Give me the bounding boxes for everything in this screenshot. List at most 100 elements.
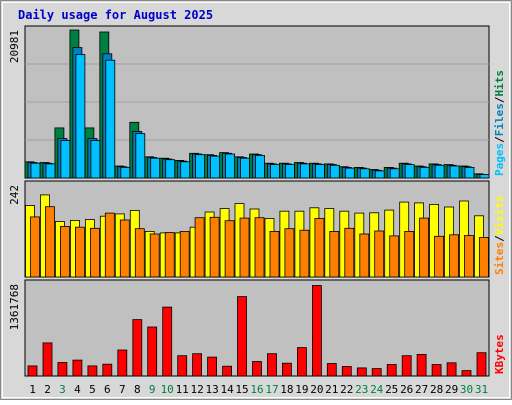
x-tick-label-day-2: 2 bbox=[44, 383, 51, 396]
bar-kbytes-day-20 bbox=[311, 285, 322, 377]
bar-pages-day-15 bbox=[240, 157, 250, 179]
bar-kbytes-day-9 bbox=[147, 326, 158, 377]
x-tick-label-day-11: 11 bbox=[176, 383, 189, 396]
legend-item-slash: / bbox=[493, 235, 506, 242]
bar-sites-day-1 bbox=[30, 216, 40, 278]
bar-kbytes-day-10 bbox=[162, 306, 173, 377]
bar-kbytes-day-28 bbox=[431, 364, 442, 377]
bar-kbytes-day-4 bbox=[72, 359, 83, 377]
bar-kbytes-day-6 bbox=[102, 363, 113, 377]
bar-kbytes-day-17 bbox=[267, 353, 277, 377]
panel-bot-max-label: 1361768 bbox=[8, 284, 21, 330]
bar-kbytes-day-14 bbox=[222, 365, 233, 377]
bar-sites-day-25 bbox=[389, 235, 400, 278]
legend-item-hits: Hits bbox=[493, 70, 506, 97]
bar-pages-day-19 bbox=[299, 163, 310, 179]
bar-sites-day-30 bbox=[464, 235, 474, 278]
bar-pages-day-25 bbox=[389, 168, 400, 179]
bar-kbytes-day-23 bbox=[356, 367, 367, 377]
x-tick-label-day-28: 28 bbox=[430, 383, 443, 396]
x-tick-label-day-9: 9 bbox=[149, 383, 156, 396]
bar-sites-day-11 bbox=[179, 230, 190, 278]
bar-sites-day-18 bbox=[284, 228, 295, 278]
bar-sites-day-31 bbox=[479, 237, 489, 278]
bar-kbytes-day-11 bbox=[177, 355, 188, 377]
x-tick-label-day-4: 4 bbox=[74, 383, 81, 396]
bar-sites-day-12 bbox=[194, 217, 205, 278]
bar-pages-day-10 bbox=[165, 159, 176, 179]
bar-sites-day-26 bbox=[404, 230, 415, 278]
bar-kbytes-day-8 bbox=[132, 319, 143, 377]
bar-kbytes-day-1 bbox=[27, 365, 38, 377]
bar-sites-day-27 bbox=[419, 217, 430, 278]
x-axis-day-labels: 1 2 3 4 5 6 7 8 9 10 11 12 13 14 15 16 17 18 19 20 21 22 23 24 2… bbox=[29, 383, 488, 396]
bar-kbytes-day-13 bbox=[207, 356, 218, 377]
bar-sites-day-23 bbox=[359, 233, 370, 278]
bar-pages-day-11 bbox=[180, 161, 191, 179]
bar-kbytes-day-26 bbox=[401, 355, 412, 377]
bar-pages-day-21 bbox=[329, 164, 340, 179]
bar-sites-day-19 bbox=[299, 229, 310, 278]
legend-item-sites: Sites bbox=[493, 242, 506, 275]
bar-pages-day-6 bbox=[105, 59, 116, 179]
panel-bot-legend: KBytes bbox=[493, 334, 506, 374]
bar-sites-day-14 bbox=[224, 220, 235, 278]
legend-item-pages: Pages bbox=[493, 143, 506, 176]
bar-pages-day-22 bbox=[344, 167, 355, 179]
bar-kbytes-day-12 bbox=[192, 353, 203, 377]
bar-kbytes-day-16 bbox=[252, 361, 262, 377]
x-tick-label-day-7: 7 bbox=[119, 383, 126, 396]
bar-pages-day-4 bbox=[75, 54, 86, 179]
bar-kbytes-day-27 bbox=[416, 353, 427, 377]
bar-pages-day-8 bbox=[135, 133, 146, 179]
bar-sites-day-24 bbox=[374, 230, 385, 278]
x-tick-label-day-24: 24 bbox=[370, 383, 384, 396]
x-tick-label-day-16: 16 bbox=[250, 383, 263, 396]
bar-sites-day-6 bbox=[104, 212, 115, 278]
bar-kbytes-day-2 bbox=[42, 342, 53, 377]
bar-pages-day-23 bbox=[359, 168, 370, 179]
bar-pages-day-13 bbox=[210, 155, 221, 179]
bar-sites-day-16 bbox=[254, 217, 265, 278]
bar-pages-day-12 bbox=[195, 154, 206, 179]
bar-sites-day-21 bbox=[329, 230, 340, 278]
bar-kbytes-day-18 bbox=[281, 362, 292, 377]
bar-pages-day-20 bbox=[314, 164, 325, 179]
legend-item-files: Files bbox=[493, 103, 506, 136]
x-tick-label-day-27: 27 bbox=[415, 383, 428, 396]
bar-sites-day-5 bbox=[90, 227, 100, 278]
x-tick-label-day-6: 6 bbox=[104, 383, 111, 396]
x-tick-label-day-15: 15 bbox=[235, 383, 248, 396]
bar-kbytes-day-7 bbox=[117, 349, 128, 377]
legend-item-kbytes: KBytes bbox=[493, 334, 506, 374]
chart-panels: 20981Pages/Files/Hits242Sites/Visits1361… bbox=[8, 25, 506, 377]
bar-pages-day-16 bbox=[255, 154, 265, 179]
bar-sites-day-9 bbox=[149, 233, 160, 278]
x-tick-label-day-12: 12 bbox=[190, 383, 203, 396]
bar-kbytes-day-31 bbox=[476, 352, 487, 377]
bar-pages-day-28 bbox=[434, 164, 445, 179]
x-tick-label-day-30: 30 bbox=[460, 383, 473, 396]
x-tick-label-day-3: 3 bbox=[59, 383, 66, 396]
bar-kbytes-day-25 bbox=[386, 364, 397, 377]
bar-pages-day-14 bbox=[225, 153, 236, 179]
x-tick-label-day-26: 26 bbox=[400, 383, 413, 396]
x-tick-label-day-20: 20 bbox=[310, 383, 323, 396]
x-tick-label-day-14: 14 bbox=[220, 383, 234, 396]
bar-kbytes-day-5 bbox=[87, 365, 98, 377]
bar-pages-day-7 bbox=[120, 166, 131, 179]
x-tick-label-day-5: 5 bbox=[89, 383, 96, 396]
x-tick-label-day-8: 8 bbox=[134, 383, 141, 396]
bar-pages-day-1 bbox=[30, 162, 41, 179]
x-tick-label-day-17: 17 bbox=[265, 383, 278, 396]
bar-kbytes-day-15 bbox=[237, 296, 247, 377]
bar-sites-day-2 bbox=[45, 206, 55, 278]
x-tick-label-day-31: 31 bbox=[475, 383, 488, 396]
bar-pages-day-26 bbox=[404, 164, 415, 179]
bar-kbytes-day-3 bbox=[57, 362, 68, 377]
bar-pages-day-27 bbox=[419, 166, 430, 179]
bar-pages-day-2 bbox=[45, 163, 56, 179]
bar-sites-day-13 bbox=[209, 216, 220, 278]
